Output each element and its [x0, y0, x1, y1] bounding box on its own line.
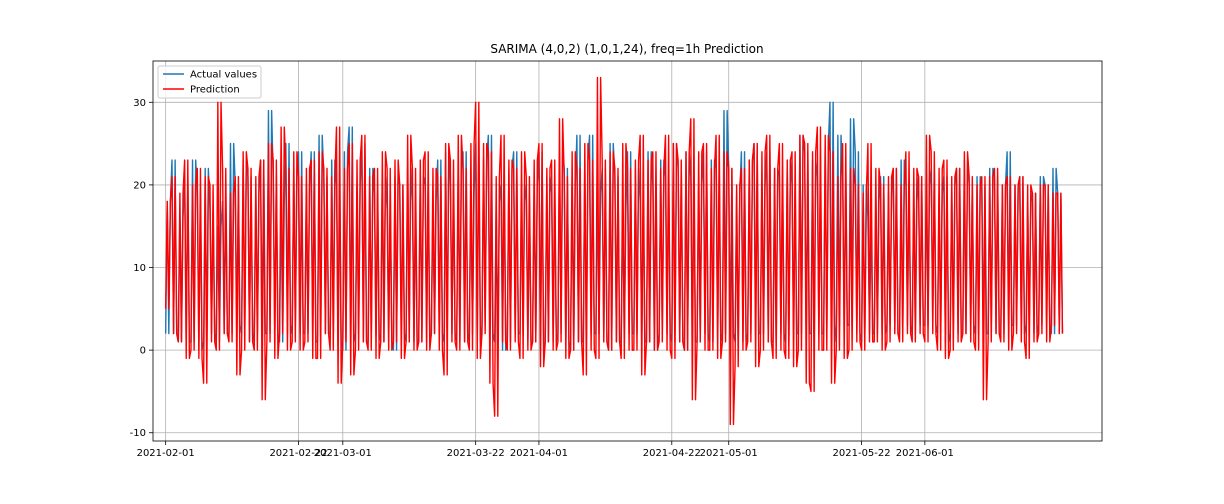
x-tick-label: 2021-03-22: [447, 448, 505, 459]
series-line-prediction: [164, 76, 1064, 426]
x-tick-label: 2021-02-22: [269, 448, 327, 459]
plot-area: [164, 76, 1064, 426]
plot-frame: [152, 60, 1103, 442]
x-tick-label: 2021-04-01: [510, 448, 568, 459]
chart-title: SARIMA (4,0,2) (1,0,1,24), freq=1h Predi…: [490, 42, 763, 56]
legend-label-prediction: Prediction: [190, 85, 240, 96]
y-tick-label: 0: [140, 346, 146, 357]
x-tick-label: 2021-05-01: [700, 448, 758, 459]
grid: [153, 61, 1102, 441]
x-tick-label: 2021-03-01: [314, 448, 372, 459]
series-layer: [164, 76, 1064, 426]
legend-label-actual-values: Actual values: [190, 70, 257, 81]
x-tick-label: 2021-05-22: [833, 448, 891, 459]
y-tick-label: 30: [133, 98, 146, 109]
x-tick-label: 2021-06-01: [896, 448, 954, 459]
legend: Actual values Prediction: [157, 65, 262, 99]
y-tick-label: 20: [133, 180, 146, 191]
y-tick-label: -10: [130, 428, 146, 439]
y-tick-label: 10: [133, 263, 146, 274]
x-tick-label: 2021-02-01: [137, 448, 195, 459]
x-tick-label: 2021-04-22: [643, 448, 701, 459]
y-axis: -10 0 10 20 30: [130, 98, 153, 439]
